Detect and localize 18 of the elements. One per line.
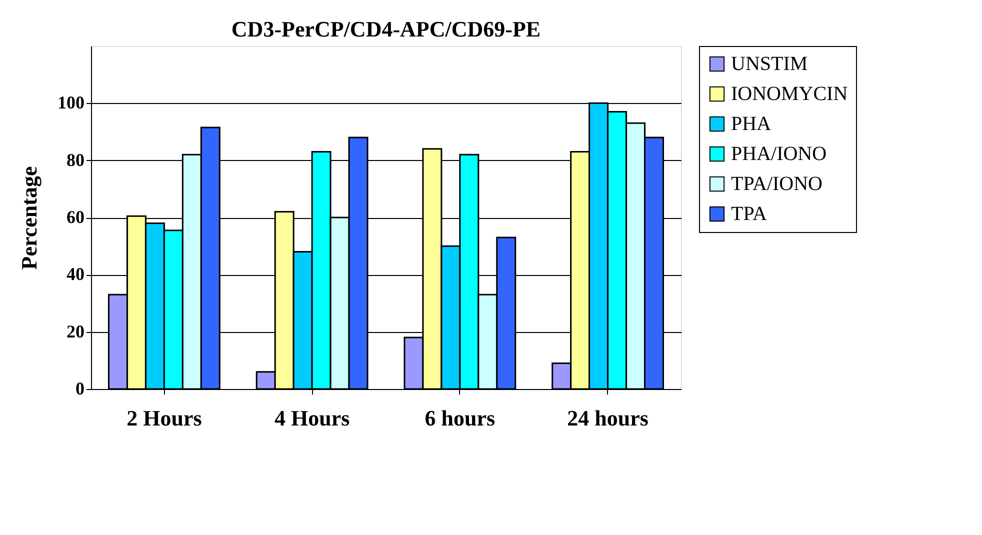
y-tick-label: 40 <box>66 264 84 284</box>
y-tick-label: 80 <box>66 150 84 170</box>
legend-label: IONOMYCIN <box>731 83 848 105</box>
x-tick-label: 24 hours <box>567 406 649 430</box>
legend-label: TPA <box>731 203 768 225</box>
x-tick-label: 6 hours <box>424 406 496 430</box>
y-tick-label: 60 <box>66 207 84 227</box>
chart-title: CD3-PerCP/CD4-APC/CD69-PE <box>231 16 541 42</box>
y-tick-label: 0 <box>76 378 84 398</box>
y-tick-label: 20 <box>66 321 84 342</box>
legend-label: PHA/IONO <box>731 143 827 165</box>
x-tick-label: 4 Hours <box>274 406 350 430</box>
x-tick-label: 2 Hours <box>126 406 202 430</box>
y-tick-label: 100 <box>58 92 84 113</box>
legend-label: PHA <box>731 113 772 135</box>
y-axis-title: Percentage <box>16 166 42 270</box>
legend-label: TPA/IONO <box>731 173 822 195</box>
legend-label: UNSTIM <box>731 53 808 75</box>
